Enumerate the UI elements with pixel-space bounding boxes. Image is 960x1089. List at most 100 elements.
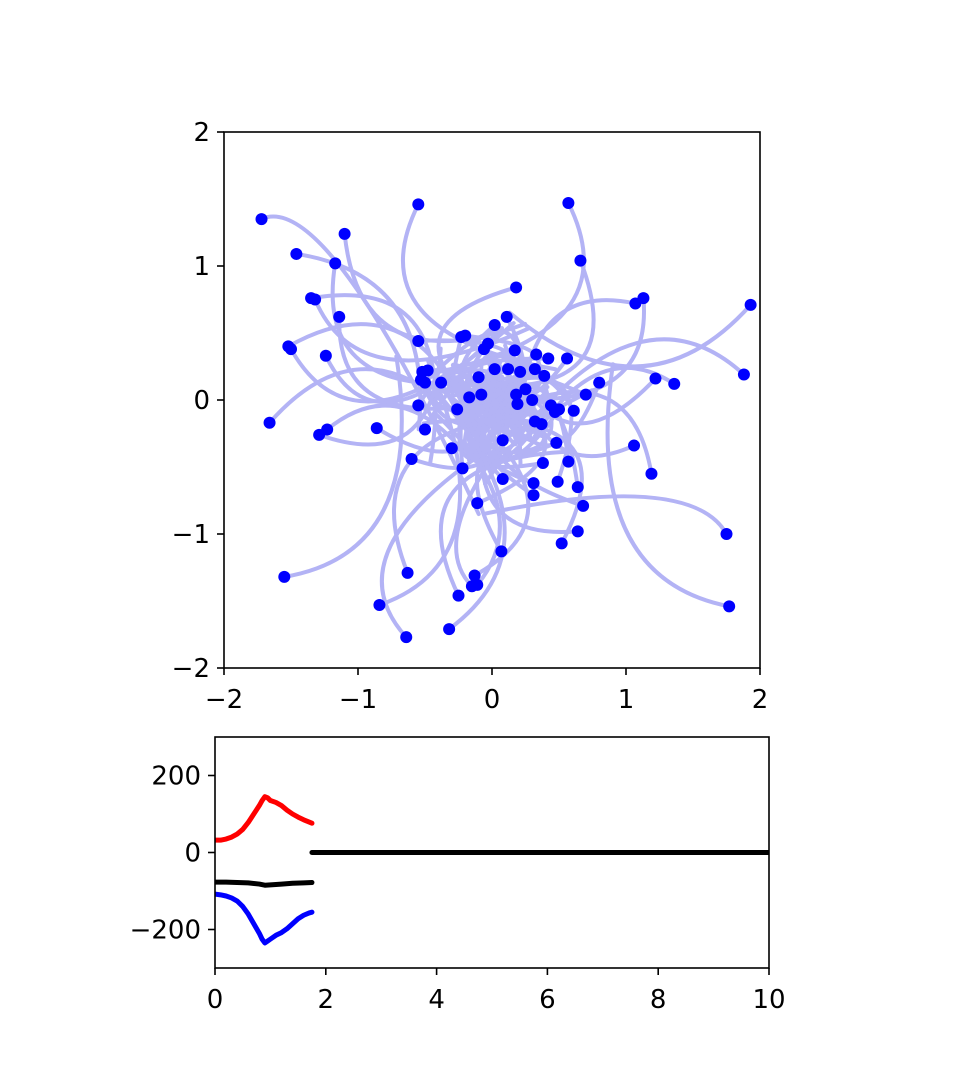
particle-points [255, 197, 757, 644]
particle-point [488, 318, 501, 331]
particle-point [495, 545, 508, 558]
particle-point [319, 349, 332, 362]
trajectory-trail [323, 326, 504, 405]
trajectory-trail [317, 346, 443, 447]
particle-point [412, 198, 425, 211]
time-series-axis-ticks: 0 2 4 6 8 10 −200 0 200 [130, 762, 786, 1016]
particle-point [472, 371, 485, 384]
particle-point [459, 329, 472, 342]
time-series-lines [215, 794, 769, 946]
particle-point [475, 388, 488, 401]
time-series-plot: 0 2 4 6 8 10 −200 0 200 [130, 736, 786, 1016]
particle-point [468, 569, 481, 582]
particle-point [542, 352, 555, 365]
particle-point [502, 363, 515, 376]
trajectory-trail [379, 388, 594, 640]
trajectory-trail [475, 423, 551, 554]
particle-point [370, 422, 383, 435]
trajectory-trail [507, 302, 753, 369]
particle-point [519, 383, 532, 396]
trajectory-trail [259, 214, 481, 517]
particle-point [511, 398, 524, 411]
particle-point [561, 352, 574, 365]
trajectory-trail [377, 359, 463, 608]
particle-point [526, 394, 539, 406]
particle-point [443, 623, 456, 636]
x-tick-label: 2 [752, 685, 769, 715]
particle-point [333, 310, 346, 323]
particle-point [488, 363, 501, 376]
particle-point [737, 368, 750, 381]
particle-point [574, 254, 587, 267]
trajectory-axis-ticks: −2 −1 0 1 2 −2 −1 0 1 2 [172, 118, 769, 715]
particle-point [435, 376, 448, 389]
particle-point [593, 376, 606, 389]
particle-point [538, 369, 551, 382]
particle-point [471, 578, 484, 591]
time-series-line [215, 879, 315, 888]
trajectory-trail [423, 377, 507, 632]
trajectory-trail [459, 375, 574, 484]
particle-point [496, 473, 509, 486]
trajectory-trail [454, 389, 549, 589]
particle-point [567, 404, 580, 417]
particle-point [510, 388, 523, 401]
particle-point [496, 434, 509, 447]
particle-point [536, 456, 549, 469]
particle-point [553, 403, 565, 416]
particle-point [645, 467, 658, 480]
particle-point [510, 281, 523, 294]
particle-point [401, 566, 414, 579]
trajectory-plot-frame [223, 131, 761, 669]
trajectory-trails [259, 201, 753, 640]
particle-point [508, 344, 521, 357]
particle-point [373, 599, 386, 612]
particle-point [419, 423, 431, 436]
y-tick-label: 0 [184, 839, 201, 869]
y-tick-label: 1 [193, 252, 210, 282]
trajectory-trail [421, 417, 584, 546]
y-tick-label: 2 [193, 118, 210, 148]
particle-point [500, 310, 513, 323]
trajectory-trail [309, 293, 438, 465]
particle-point [400, 631, 413, 644]
x-tick-label: 2 [318, 985, 335, 1015]
particle-point [255, 213, 268, 226]
particle-point [744, 298, 757, 311]
x-tick-label: −1 [339, 685, 377, 715]
particle-point [723, 600, 736, 613]
particle-point [535, 418, 548, 431]
particle-point [452, 589, 465, 602]
particle-point [527, 489, 540, 502]
particle-point [668, 377, 681, 390]
x-tick-label: 10 [752, 985, 785, 1015]
particle-point [551, 475, 564, 488]
y-tick-label: −200 [130, 916, 201, 946]
particle-point [338, 227, 351, 240]
particle-point [720, 528, 733, 540]
x-tick-label: 0 [484, 685, 501, 715]
particle-point [421, 364, 434, 377]
time-series-line [215, 891, 315, 946]
y-tick-label: −2 [172, 654, 210, 684]
trajectory-trail [432, 410, 502, 587]
particle-point [419, 376, 431, 389]
x-tick-label: 0 [207, 985, 224, 1015]
particle-point [445, 442, 458, 455]
particle-point [321, 423, 334, 436]
particle-point [463, 391, 476, 404]
particle-point [477, 343, 490, 356]
x-tick-label: 6 [539, 985, 556, 1015]
particle-point [528, 363, 541, 376]
particle-point [555, 537, 568, 550]
particle-point [577, 499, 590, 512]
trajectory-trail [479, 359, 580, 535]
x-tick-label: −2 [205, 685, 243, 715]
particle-point [629, 297, 642, 310]
particle-point [562, 197, 575, 210]
particle-point [527, 477, 540, 490]
particle-point [514, 365, 527, 378]
y-tick-label: −1 [172, 520, 210, 550]
particle-point [571, 525, 584, 538]
particle-point [412, 335, 425, 348]
